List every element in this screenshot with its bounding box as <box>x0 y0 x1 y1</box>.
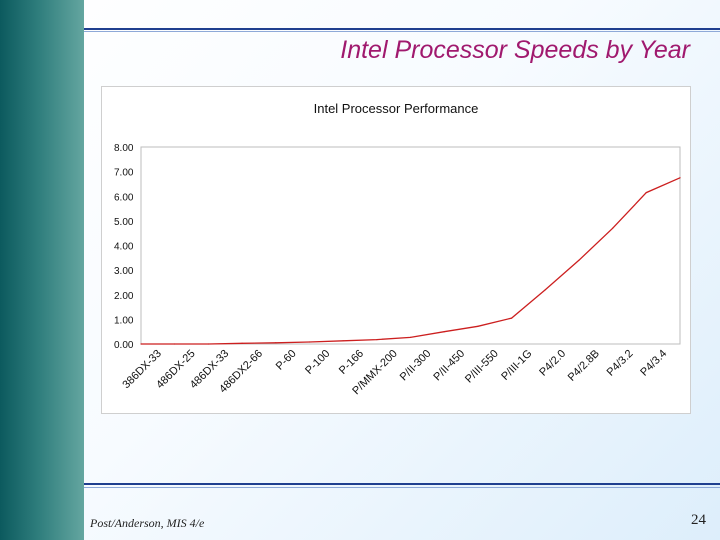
data-point <box>578 259 580 261</box>
data-point <box>376 338 378 341</box>
data-point <box>174 343 176 345</box>
data-point <box>612 227 614 229</box>
data-point <box>342 340 344 342</box>
slide-sidebar <box>0 0 84 540</box>
plot-frame <box>140 146 681 345</box>
bottom-rule <box>84 483 720 485</box>
slide-title: Intel Processor Speeds by Year <box>340 36 690 64</box>
y-tick-label: 8.00 <box>114 143 134 154</box>
x-tick-label: P/II-450 <box>431 348 467 384</box>
x-tick-label: P/III-1G <box>499 348 534 383</box>
data-point <box>544 289 546 291</box>
x-tick-label: P/II-300 <box>398 348 434 384</box>
y-tick-label: 0.00 <box>114 340 134 351</box>
data-point <box>679 177 681 179</box>
x-tick-label: P-166 <box>337 348 366 377</box>
x-tick-label: P4/2.0 <box>537 348 568 379</box>
y-tick-label: 2.00 <box>114 291 134 302</box>
y-tick-label: 3.00 <box>114 266 134 277</box>
top-rule-thin <box>84 31 720 32</box>
footer-citation: Post/Anderson, MIS 4/e <box>90 516 205 530</box>
x-tick-label: P4/3.2 <box>605 348 636 379</box>
top-rule <box>84 28 720 30</box>
page-number: 24 <box>691 512 706 528</box>
y-tick-label: 1.00 <box>114 315 134 326</box>
data-point <box>477 325 479 327</box>
x-tick-label: P-60 <box>274 348 299 373</box>
bottom-rule-thin <box>84 487 720 488</box>
series-line <box>141 177 681 345</box>
data-point <box>275 342 277 344</box>
y-tick-label: 4.00 <box>114 242 134 253</box>
data-point <box>645 191 647 194</box>
x-tick-label: P/III-550 <box>463 348 501 386</box>
y-tick-label: 7.00 <box>114 168 134 179</box>
chart-title: Intel Processor Performance <box>314 101 479 116</box>
data-point <box>443 331 445 333</box>
data-point <box>241 342 243 344</box>
data-point <box>510 317 513 319</box>
x-tick-label: P4/2.8B <box>566 348 602 384</box>
chart-container: Intel Processor Performance 0.00 1.00 2.00 3… <box>101 86 691 414</box>
data-point <box>140 343 142 345</box>
line-chart: Intel Processor Performance 0.00 1.00 2.00 3… <box>114 101 681 397</box>
x-tick-label: P-100 <box>303 348 332 377</box>
data-point <box>308 341 311 343</box>
data-point <box>409 336 412 338</box>
y-tick-label: 5.00 <box>114 217 134 228</box>
data-point <box>207 343 209 345</box>
y-tick-label: 6.00 <box>114 192 134 203</box>
x-tick-label: P4/3.4 <box>638 348 669 379</box>
